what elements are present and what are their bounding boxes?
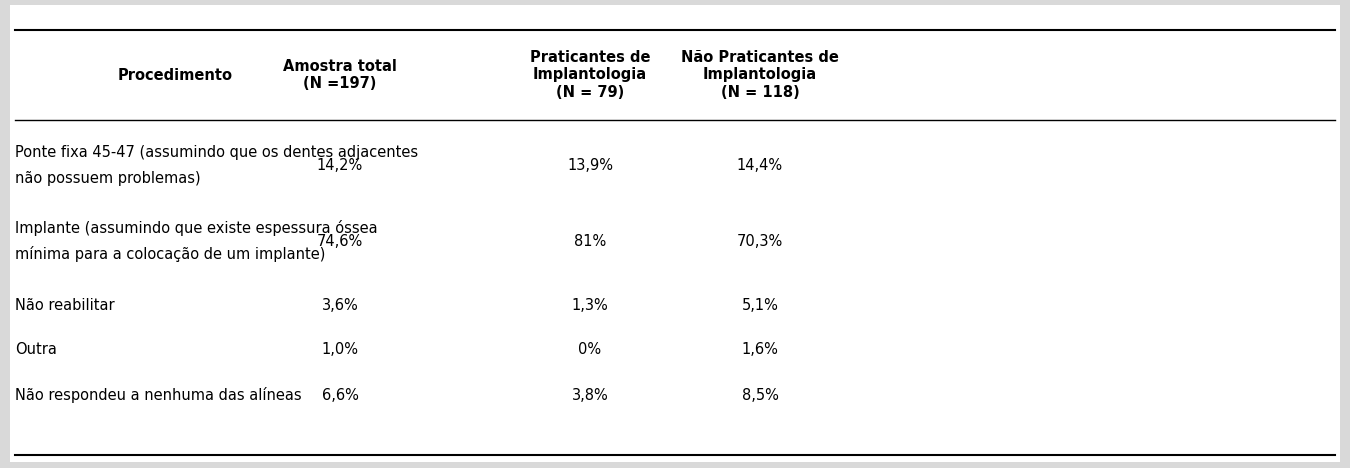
Text: 14,4%: 14,4% [737, 158, 783, 173]
Text: 3,8%: 3,8% [571, 388, 609, 402]
Text: 1,6%: 1,6% [741, 342, 779, 357]
Text: Amostra total
(N =197): Amostra total (N =197) [284, 59, 397, 91]
Text: Ponte fixa 45-47 (assumindo que os dentes adjacentes: Ponte fixa 45-47 (assumindo que os dente… [15, 145, 418, 160]
Text: Não reabilitar: Não reabilitar [15, 298, 115, 313]
Text: Outra: Outra [15, 342, 57, 357]
FancyBboxPatch shape [9, 5, 1341, 462]
Text: 0%: 0% [578, 342, 602, 357]
Text: não possuem problemas): não possuem problemas) [15, 170, 201, 185]
Text: 74,6%: 74,6% [317, 234, 363, 249]
Text: Praticantes de
Implantologia
(N = 79): Praticantes de Implantologia (N = 79) [529, 50, 651, 100]
Text: Não Praticantes de
Implantologia
(N = 118): Não Praticantes de Implantologia (N = 11… [680, 50, 838, 100]
Text: 1,3%: 1,3% [571, 298, 609, 313]
Text: 81%: 81% [574, 234, 606, 249]
Text: 8,5%: 8,5% [741, 388, 779, 402]
Text: 13,9%: 13,9% [567, 158, 613, 173]
Text: 70,3%: 70,3% [737, 234, 783, 249]
Text: 3,6%: 3,6% [321, 298, 358, 313]
Text: 14,2%: 14,2% [317, 158, 363, 173]
Text: 5,1%: 5,1% [741, 298, 779, 313]
Text: Não respondeu a nenhuma das alíneas: Não respondeu a nenhuma das alíneas [15, 387, 301, 403]
Text: mínima para a colocação de um implante): mínima para a colocação de um implante) [15, 246, 325, 262]
Text: Implante (assumindo que existe espessura óssea: Implante (assumindo que existe espessura… [15, 220, 378, 236]
Text: 6,6%: 6,6% [321, 388, 359, 402]
Text: 1,0%: 1,0% [321, 342, 359, 357]
Text: Procedimento: Procedimento [117, 67, 232, 82]
